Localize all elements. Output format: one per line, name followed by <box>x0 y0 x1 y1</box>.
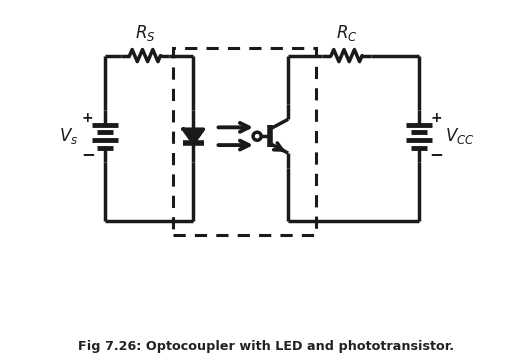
Polygon shape <box>184 129 204 143</box>
Text: $V_{CC}$: $V_{CC}$ <box>445 126 475 146</box>
Text: −: − <box>81 145 95 163</box>
Text: +: + <box>82 111 94 125</box>
Text: +: + <box>430 111 442 125</box>
Text: −: − <box>429 145 443 163</box>
Text: $V_s$: $V_s$ <box>60 126 79 146</box>
Text: $R_C$: $R_C$ <box>336 23 358 44</box>
Text: Fig 7.26: Optocoupler with LED and phototransistor.: Fig 7.26: Optocoupler with LED and photo… <box>78 340 454 353</box>
Text: $R_S$: $R_S$ <box>135 23 155 44</box>
Bar <box>173 48 317 235</box>
